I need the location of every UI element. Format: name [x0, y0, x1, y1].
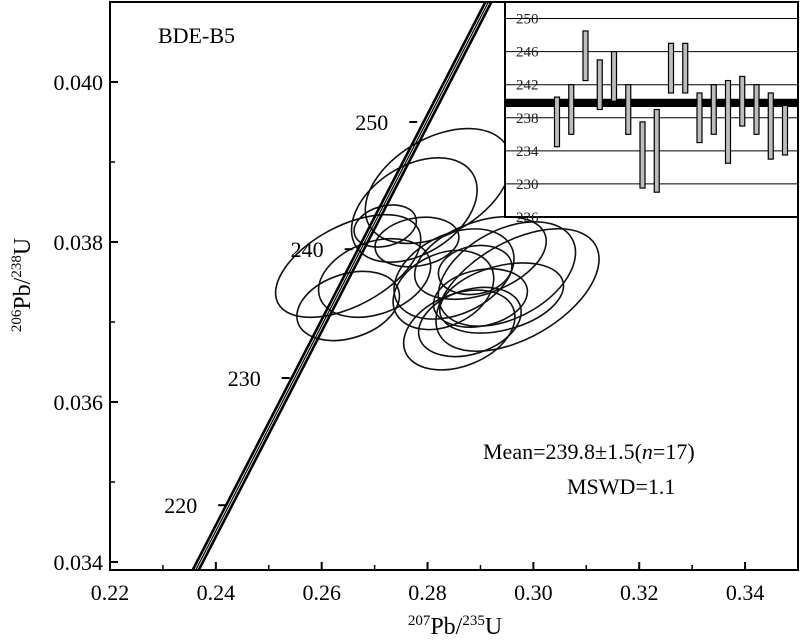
x-tick-label-0: 0.22 [91, 580, 130, 605]
x-axis-title: 207Pb/235U [408, 613, 502, 640]
inset-bar-10 [682, 42, 689, 94]
mswd-text: MSWD=1.1 [567, 474, 675, 499]
inset-bar-15 [753, 84, 760, 135]
ellipse-6 [374, 216, 460, 268]
ellipse-10 [438, 262, 565, 334]
ellipse-9 [437, 221, 577, 327]
y-tick-label-3: 0.040 [54, 70, 104, 95]
inset-error-bars [553, 30, 789, 193]
concordia-curve [191, 1, 493, 570]
inset-bar-14 [739, 75, 746, 127]
inset-tick-labels: 226 230 234 238 242 246 250 [516, 12, 539, 226]
inset-tick-label-230: 230 [516, 177, 539, 193]
age-label-230: 230 [228, 366, 261, 391]
inset-mean-band [505, 98, 798, 108]
ellipse-13 [432, 268, 529, 328]
ellipse-1 [274, 213, 422, 319]
inset-tick-label-242: 242 [516, 78, 539, 94]
ellipse-3 [350, 157, 478, 263]
x-tick-label-6: 0.34 [726, 580, 765, 605]
ellipse-17 [437, 244, 513, 296]
ellipse-11 [417, 286, 522, 358]
concordia-line-2 [195, 1, 489, 570]
inset-bar-4 [596, 59, 603, 111]
inset-tick-label-250: 250 [516, 12, 539, 28]
y-tick-label-0: 0.034 [54, 550, 104, 575]
x-tick-labels: 0.22 0.24 0.26 0.28 0.30 0.32 0.34 [91, 580, 765, 605]
age-label-220: 220 [164, 493, 197, 518]
inset-bar-5 [610, 51, 618, 102]
inset-bar-2 [568, 84, 575, 135]
inset-bar-16 [767, 92, 774, 160]
inset-tick-label-238: 238 [516, 111, 539, 127]
y-axis-title: 206Pb/238U [9, 238, 36, 332]
y-tick-labels: 0.034 0.036 0.038 0.040 [54, 70, 104, 575]
inset-bar-9 [667, 42, 675, 94]
inset-bar-8 [653, 108, 660, 193]
y-tick-label-2: 0.038 [54, 230, 104, 255]
inset-bar-11 [696, 92, 703, 144]
y-tick-label-1: 0.036 [54, 390, 104, 415]
weighted-mean-inset: 226 230 234 238 242 246 250 [504, 1, 799, 226]
x-tick-label-4: 0.30 [514, 580, 553, 605]
age-label-240: 240 [291, 237, 324, 262]
inset-mean-line [505, 98, 798, 108]
x-tick-label-3: 0.28 [408, 580, 447, 605]
inset-frame [504, 1, 799, 218]
inset-bar-13 [724, 79, 732, 164]
concordia-age-labels: 220 230 240 250 [164, 110, 388, 518]
ellipse-15 [435, 227, 600, 353]
inset-bar-17 [781, 104, 789, 156]
x-tick-label-5: 0.32 [620, 580, 659, 605]
age-label-250: 250 [355, 110, 388, 135]
inset-bar-1 [553, 96, 561, 148]
ellipse-7 [393, 228, 515, 320]
concordia-line-1 [191, 1, 487, 570]
inset-grid [505, 18, 798, 217]
ellipse-12 [402, 289, 516, 371]
ellipse-5 [296, 270, 401, 342]
inset-tick-label-226: 226 [516, 210, 539, 226]
x-tick-label-2: 0.26 [302, 580, 341, 605]
sample-label: BDE-B5 [158, 23, 235, 48]
mean-text: Mean=239.8±1.5(n=17) [483, 439, 695, 464]
inset-tick-label-246: 246 [516, 45, 539, 61]
ellipse-14 [392, 249, 495, 331]
inset-bar-6 [625, 84, 632, 135]
inset-bar-3 [582, 30, 589, 82]
inset-tick-label-234: 234 [516, 144, 539, 160]
plot-frame [109, 1, 799, 571]
inset-bar-12 [710, 84, 717, 135]
inset-bar-7 [639, 121, 646, 189]
axis-ticks [109, 1, 747, 570]
x-tick-label-1: 0.24 [197, 580, 236, 605]
concordia-line-3 [197, 1, 493, 570]
